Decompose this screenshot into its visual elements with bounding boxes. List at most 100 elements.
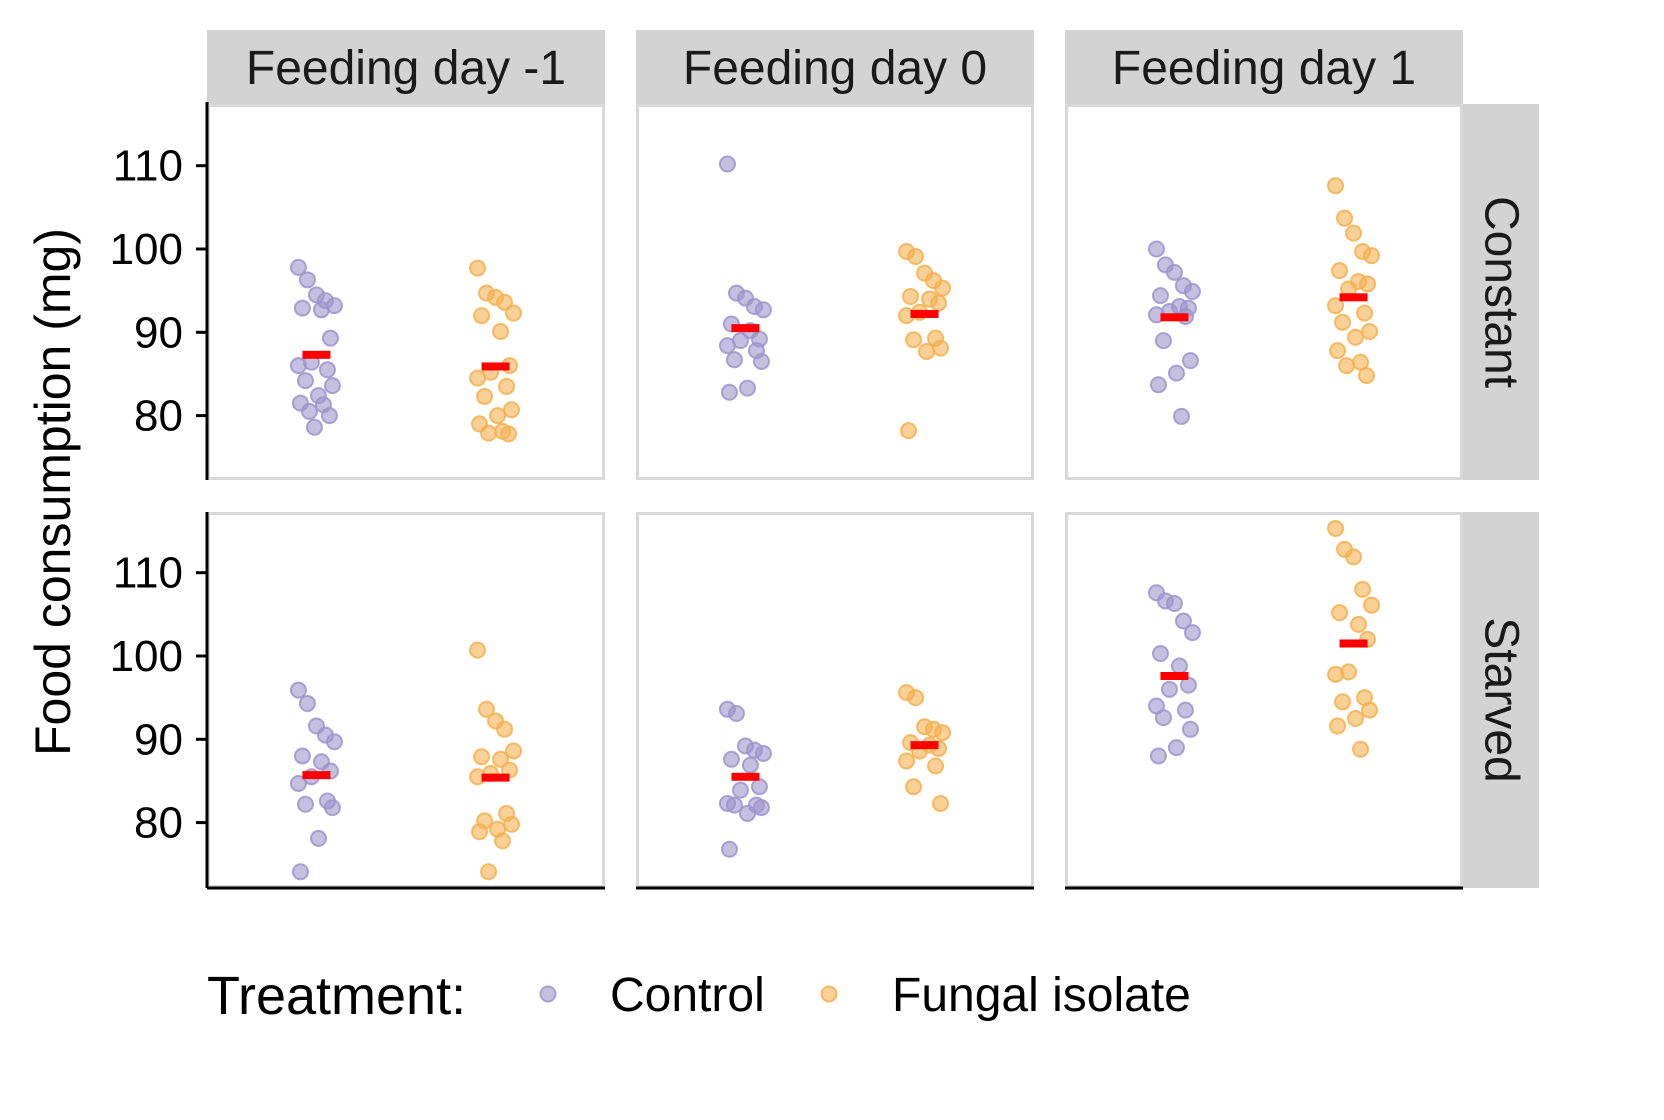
data-point-control bbox=[722, 750, 740, 768]
data-point-fungal-isolate bbox=[469, 369, 487, 387]
data-point-control bbox=[1176, 701, 1194, 719]
data-point-control bbox=[754, 301, 772, 319]
data-point-control bbox=[305, 418, 323, 436]
y-tick-label: 90 bbox=[134, 308, 183, 357]
data-point-fungal-isolate bbox=[907, 689, 925, 707]
data-point-control bbox=[289, 258, 307, 276]
data-point-control bbox=[1167, 739, 1185, 757]
data-point-fungal-isolate bbox=[503, 401, 521, 419]
facet-strip-row-1 bbox=[1463, 512, 1539, 888]
data-point-fungal-isolate bbox=[1363, 596, 1381, 614]
data-point-fungal-isolate bbox=[476, 387, 494, 405]
data-point-fungal-isolate bbox=[1345, 548, 1363, 566]
data-point-control bbox=[300, 402, 318, 420]
data-point-control bbox=[718, 155, 736, 173]
data-point-control bbox=[750, 778, 768, 796]
panel-4 bbox=[636, 512, 1034, 888]
mean-marker-control bbox=[302, 350, 331, 359]
data-point-control bbox=[320, 407, 338, 425]
data-point-control bbox=[725, 796, 743, 814]
mean-marker-control bbox=[731, 324, 760, 333]
data-point-fungal-isolate bbox=[492, 750, 510, 768]
mean-marker-fungal-isolate bbox=[481, 362, 510, 371]
data-point-control bbox=[323, 799, 341, 817]
data-point-control bbox=[1172, 407, 1190, 425]
legend-label-control: Control bbox=[610, 969, 765, 1022]
data-point-fungal-isolate bbox=[469, 259, 487, 277]
data-point-fungal-isolate bbox=[1327, 297, 1345, 315]
data-point-fungal-isolate bbox=[1327, 665, 1345, 683]
data-point-fungal-isolate bbox=[1359, 275, 1377, 293]
data-point-fungal-isolate bbox=[469, 641, 487, 659]
data-point-fungal-isolate bbox=[505, 742, 523, 760]
data-point-control bbox=[731, 781, 749, 799]
facet-label-col-2: Feeding day 1 bbox=[1112, 42, 1416, 95]
data-point-control bbox=[1181, 352, 1199, 370]
panel-1 bbox=[636, 104, 1034, 480]
data-point-control bbox=[293, 299, 311, 317]
data-point-fungal-isolate bbox=[1331, 262, 1349, 280]
facet-strip-row-0 bbox=[1463, 104, 1539, 480]
mean-marker-control bbox=[1160, 313, 1189, 322]
y-tick-label: 80 bbox=[134, 392, 183, 441]
data-point-control bbox=[1149, 376, 1167, 394]
data-point-control bbox=[752, 799, 770, 817]
legend-title: Treatment: bbox=[207, 966, 466, 1026]
data-point-control bbox=[1151, 645, 1169, 663]
facet-label-col-1: Feeding day 0 bbox=[683, 42, 987, 95]
data-point-fungal-isolate bbox=[934, 279, 952, 297]
legend-marker-fungal-isolate bbox=[820, 985, 838, 1003]
data-point-fungal-isolate bbox=[927, 757, 945, 775]
data-point-control bbox=[1160, 680, 1178, 698]
legend-marker-control bbox=[539, 985, 557, 1003]
data-point-control bbox=[298, 271, 316, 289]
data-point-control bbox=[1183, 282, 1201, 300]
data-point-fungal-isolate bbox=[1338, 357, 1356, 375]
data-point-control bbox=[718, 337, 736, 355]
data-point-control bbox=[1154, 332, 1172, 350]
y-tick-label: 90 bbox=[134, 715, 183, 764]
data-point-control bbox=[752, 352, 770, 370]
data-point-fungal-isolate bbox=[471, 823, 489, 841]
data-point-control bbox=[738, 379, 756, 397]
mean-marker-control bbox=[731, 772, 760, 781]
data-point-fungal-isolate bbox=[1329, 717, 1347, 735]
y-tick-label: 80 bbox=[134, 799, 183, 848]
panel-0 bbox=[207, 104, 605, 480]
data-point-fungal-isolate bbox=[492, 322, 510, 340]
data-point-fungal-isolate bbox=[918, 342, 936, 360]
data-point-fungal-isolate bbox=[900, 422, 918, 440]
data-point-control bbox=[289, 357, 307, 375]
data-point-fungal-isolate bbox=[1336, 209, 1354, 227]
data-point-fungal-isolate bbox=[1334, 313, 1352, 331]
data-point-fungal-isolate bbox=[930, 294, 948, 312]
data-point-control bbox=[325, 733, 343, 751]
data-point-fungal-isolate bbox=[902, 287, 920, 305]
facet-strip-col-1 bbox=[636, 30, 1034, 104]
data-point-fungal-isolate bbox=[1345, 224, 1363, 242]
data-point-fungal-isolate bbox=[934, 724, 952, 742]
y-tick-label: 100 bbox=[110, 225, 183, 274]
data-point-control bbox=[289, 774, 307, 792]
data-point-control bbox=[1174, 612, 1192, 630]
data-point-fungal-isolate bbox=[1334, 693, 1352, 711]
data-point-fungal-isolate bbox=[1358, 367, 1376, 385]
facet-label-col-0: Feeding day -1 bbox=[246, 42, 566, 95]
facet-label-row-1: Starved bbox=[1475, 617, 1528, 782]
data-point-control bbox=[296, 372, 314, 390]
data-point-control bbox=[1151, 287, 1169, 305]
data-point-fungal-isolate bbox=[1363, 247, 1381, 265]
data-point-control bbox=[1165, 263, 1183, 281]
data-point-control bbox=[1167, 364, 1185, 382]
data-point-fungal-isolate bbox=[907, 247, 925, 265]
mean-marker-fungal-isolate bbox=[910, 741, 939, 750]
data-point-control bbox=[754, 744, 772, 762]
data-point-fungal-isolate bbox=[1361, 701, 1379, 719]
mean-marker-fungal-isolate bbox=[1339, 293, 1368, 302]
data-point-control bbox=[291, 863, 309, 881]
data-point-control bbox=[321, 329, 339, 347]
data-point-fungal-isolate bbox=[489, 407, 507, 425]
data-point-fungal-isolate bbox=[932, 339, 950, 357]
facet-strip-col-2 bbox=[1065, 30, 1463, 104]
